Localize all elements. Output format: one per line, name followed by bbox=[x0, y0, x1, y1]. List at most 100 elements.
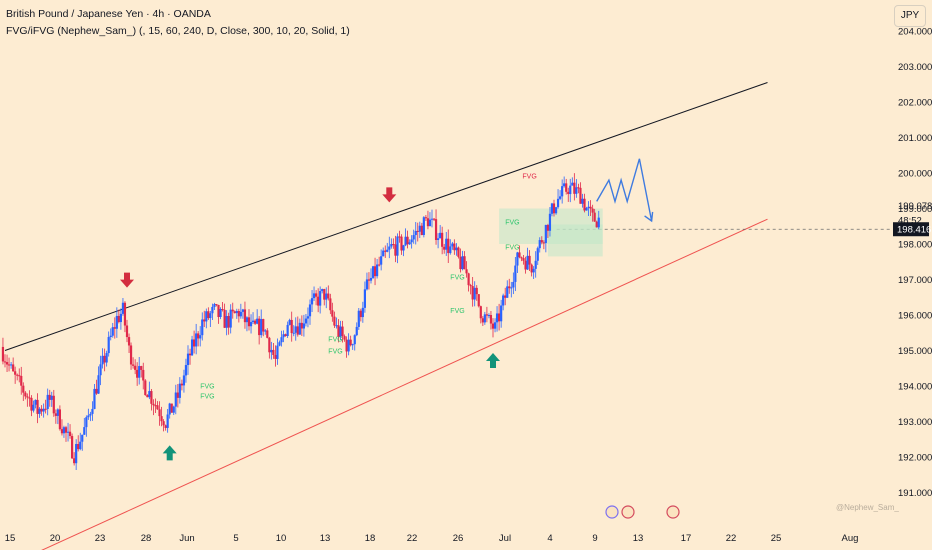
candle[interactable] bbox=[388, 236, 391, 259]
candle[interactable] bbox=[347, 333, 350, 356]
candle[interactable] bbox=[42, 403, 45, 418]
candle[interactable] bbox=[502, 293, 505, 311]
candle[interactable] bbox=[241, 308, 244, 319]
candle[interactable] bbox=[247, 309, 251, 331]
candle[interactable] bbox=[180, 379, 183, 391]
candle[interactable] bbox=[292, 325, 295, 337]
candle[interactable] bbox=[443, 243, 446, 254]
candle[interactable] bbox=[154, 398, 157, 413]
candle[interactable] bbox=[87, 408, 90, 420]
candle[interactable] bbox=[424, 215, 427, 221]
candle[interactable] bbox=[40, 405, 43, 416]
candle[interactable] bbox=[166, 408, 169, 433]
candle[interactable] bbox=[10, 362, 13, 369]
candle[interactable] bbox=[174, 384, 177, 415]
candle[interactable] bbox=[449, 239, 452, 255]
candle[interactable] bbox=[432, 217, 436, 221]
candle[interactable] bbox=[498, 303, 501, 331]
candle[interactable] bbox=[231, 302, 234, 319]
candle[interactable] bbox=[46, 388, 49, 416]
candle[interactable] bbox=[36, 393, 39, 424]
candle[interactable] bbox=[30, 395, 33, 417]
candle[interactable] bbox=[479, 305, 482, 324]
candle[interactable] bbox=[160, 406, 163, 427]
candle[interactable] bbox=[376, 259, 379, 279]
candle[interactable] bbox=[14, 366, 17, 384]
candle[interactable] bbox=[251, 312, 255, 324]
candle[interactable] bbox=[365, 272, 369, 291]
candle[interactable] bbox=[308, 299, 312, 325]
candle[interactable] bbox=[16, 373, 19, 381]
candle[interactable] bbox=[123, 301, 127, 333]
candle[interactable] bbox=[317, 288, 320, 313]
candle[interactable] bbox=[363, 281, 366, 313]
candle[interactable] bbox=[28, 390, 31, 407]
candle[interactable] bbox=[3, 354, 7, 368]
candle[interactable] bbox=[109, 328, 112, 341]
candle[interactable] bbox=[534, 251, 537, 278]
candle[interactable] bbox=[595, 220, 598, 228]
candle[interactable] bbox=[483, 311, 486, 325]
candle[interactable] bbox=[140, 365, 143, 378]
candle[interactable] bbox=[134, 359, 137, 375]
candle[interactable] bbox=[369, 268, 373, 284]
candle[interactable] bbox=[455, 243, 458, 256]
candle[interactable] bbox=[390, 238, 393, 249]
candle[interactable] bbox=[190, 335, 194, 357]
candle[interactable] bbox=[426, 210, 430, 230]
candle[interactable] bbox=[5, 354, 9, 372]
candle[interactable] bbox=[459, 248, 462, 273]
candle[interactable] bbox=[406, 230, 409, 249]
candle[interactable] bbox=[327, 285, 330, 301]
candle[interactable] bbox=[282, 330, 285, 343]
candle[interactable] bbox=[341, 320, 344, 343]
candle[interactable] bbox=[441, 226, 444, 255]
candle[interactable] bbox=[461, 250, 464, 271]
candle[interactable] bbox=[325, 287, 328, 309]
candle[interactable] bbox=[396, 233, 399, 264]
candle[interactable] bbox=[321, 288, 324, 294]
candle[interactable] bbox=[294, 317, 297, 341]
candle[interactable] bbox=[156, 401, 159, 410]
candle[interactable] bbox=[398, 230, 401, 243]
candle[interactable] bbox=[105, 350, 108, 367]
candle[interactable] bbox=[382, 247, 385, 257]
candle[interactable] bbox=[410, 235, 413, 249]
candle[interactable] bbox=[209, 310, 212, 327]
candle[interactable] bbox=[182, 369, 186, 393]
candle[interactable] bbox=[353, 334, 356, 351]
candle[interactable] bbox=[54, 409, 57, 424]
candle[interactable] bbox=[215, 304, 218, 307]
news-event-icon[interactable] bbox=[605, 505, 619, 519]
candle[interactable] bbox=[113, 317, 116, 339]
candle[interactable] bbox=[276, 338, 279, 365]
candle[interactable] bbox=[408, 239, 411, 245]
candle[interactable] bbox=[186, 345, 190, 375]
candle[interactable] bbox=[361, 301, 364, 323]
candle[interactable] bbox=[518, 245, 521, 259]
candle[interactable] bbox=[430, 209, 434, 228]
candle[interactable] bbox=[485, 306, 488, 323]
candle[interactable] bbox=[400, 234, 403, 255]
candle[interactable] bbox=[89, 411, 92, 422]
candle[interactable] bbox=[394, 235, 397, 263]
candle[interactable] bbox=[48, 389, 51, 407]
candle[interactable] bbox=[495, 306, 499, 332]
candle[interactable] bbox=[38, 407, 41, 418]
candle[interactable] bbox=[79, 432, 82, 451]
candle[interactable] bbox=[168, 402, 171, 419]
candle[interactable] bbox=[304, 313, 308, 327]
candle[interactable] bbox=[125, 319, 129, 343]
candle[interactable] bbox=[64, 425, 68, 442]
candle[interactable] bbox=[335, 317, 338, 329]
candle[interactable] bbox=[516, 251, 519, 274]
candle[interactable] bbox=[142, 362, 145, 390]
candle[interactable] bbox=[239, 303, 242, 319]
candle[interactable] bbox=[453, 239, 456, 255]
candle[interactable] bbox=[32, 400, 35, 413]
candle[interactable] bbox=[119, 308, 122, 330]
candle[interactable] bbox=[343, 334, 346, 342]
candle[interactable] bbox=[136, 362, 139, 386]
candle[interactable] bbox=[349, 335, 352, 347]
candle[interactable] bbox=[447, 229, 450, 263]
